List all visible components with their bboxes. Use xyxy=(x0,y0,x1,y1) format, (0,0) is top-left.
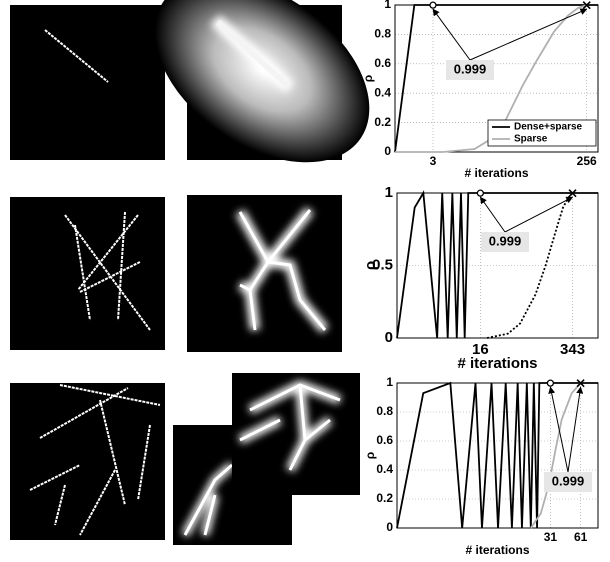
image-density-3 xyxy=(173,373,360,545)
x-axis-label: # iterations xyxy=(464,166,528,180)
marker xyxy=(547,380,553,386)
legend-label: Dense+sparse xyxy=(514,122,583,133)
annotation: 0.999 xyxy=(454,61,487,76)
y-axis-label: ρ xyxy=(362,261,379,270)
x-axis-label: # iterations xyxy=(465,543,529,557)
marker xyxy=(477,190,483,196)
y-tick-label: 0.2 xyxy=(376,491,393,505)
x-tick-label: 31 xyxy=(544,530,558,544)
x-tick-label: 343 xyxy=(560,341,585,358)
marker xyxy=(430,2,436,8)
x-tick-label: 3 xyxy=(430,154,437,168)
legend-label: Sparse xyxy=(514,134,548,145)
charts: 0 0.2 0.4 0.6 0.8 1 3 256 # iterations ρ 0.999 Dens… xyxy=(361,0,598,557)
y-tick-label: 0 xyxy=(384,144,391,158)
y-axis-label: ρ xyxy=(361,75,375,82)
figure: 0 0.2 0.4 0.6 0.8 1 3 256 # iterations ρ 0.999 Dens… xyxy=(0,0,610,562)
image-density-2 xyxy=(187,195,342,352)
image-lines-3 xyxy=(10,383,165,540)
image-lines-2 xyxy=(10,197,165,350)
x-tick-label: 256 xyxy=(577,154,597,168)
annotation: 0.999 xyxy=(489,233,522,248)
y-tick-label: 0.8 xyxy=(376,404,393,418)
y-tick-label: 0 xyxy=(386,520,393,534)
y-tick-label: 0.4 xyxy=(374,85,391,99)
y-axis-label: ρ xyxy=(363,452,377,459)
y-tick-label: 0.6 xyxy=(374,56,391,70)
y-tick-label: 1 xyxy=(384,0,391,11)
y-tick-label: 0.4 xyxy=(376,462,393,476)
y-tick-label: 1 xyxy=(386,375,393,389)
annotation: 0.999 xyxy=(552,473,585,488)
x-axis-label: # iterations xyxy=(457,355,537,372)
x-tick-label: 61 xyxy=(574,530,588,544)
y-tick-label: 0.2 xyxy=(374,115,391,129)
image-lines-1 xyxy=(10,5,165,160)
y-tick-label: 0 xyxy=(385,329,393,346)
y-tick-label: 0.6 xyxy=(376,433,393,447)
y-tick-label: 0.8 xyxy=(374,27,391,41)
y-tick-label: 1 xyxy=(385,184,393,201)
